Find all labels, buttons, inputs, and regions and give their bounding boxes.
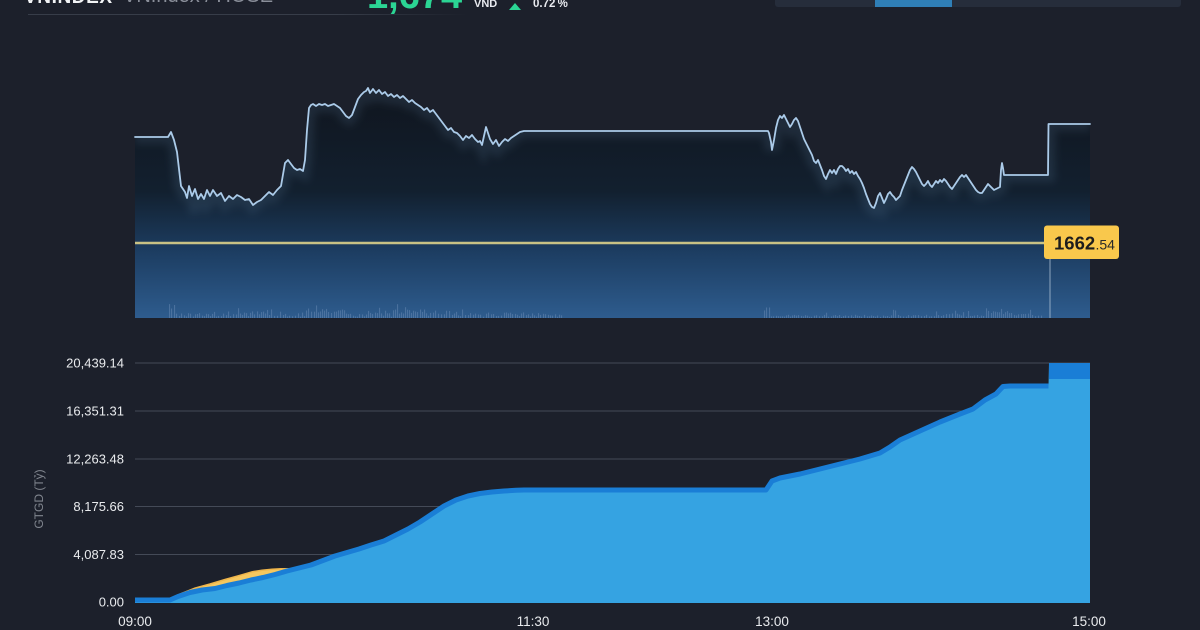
svg-text:16,351.31: 16,351.31 xyxy=(66,404,124,419)
svg-text:0.00: 0.00 xyxy=(99,595,124,610)
svg-text:09:00: 09:00 xyxy=(118,614,152,629)
svg-text:13:00: 13:00 xyxy=(755,614,789,629)
svg-text:.54: .54 xyxy=(1096,237,1116,253)
svg-text:4,087.83: 4,087.83 xyxy=(73,547,124,562)
svg-text:11:30: 11:30 xyxy=(517,614,550,629)
svg-text:8,175.66: 8,175.66 xyxy=(73,499,124,514)
svg-text:GTGD (Tỷ): GTGD (Tỷ) xyxy=(32,469,46,528)
svg-text:20,439.14: 20,439.14 xyxy=(66,356,124,371)
svg-text:15:00: 15:00 xyxy=(1072,614,1106,629)
svg-text:12,263.48: 12,263.48 xyxy=(66,452,124,467)
svg-text:1662: 1662 xyxy=(1054,233,1095,254)
